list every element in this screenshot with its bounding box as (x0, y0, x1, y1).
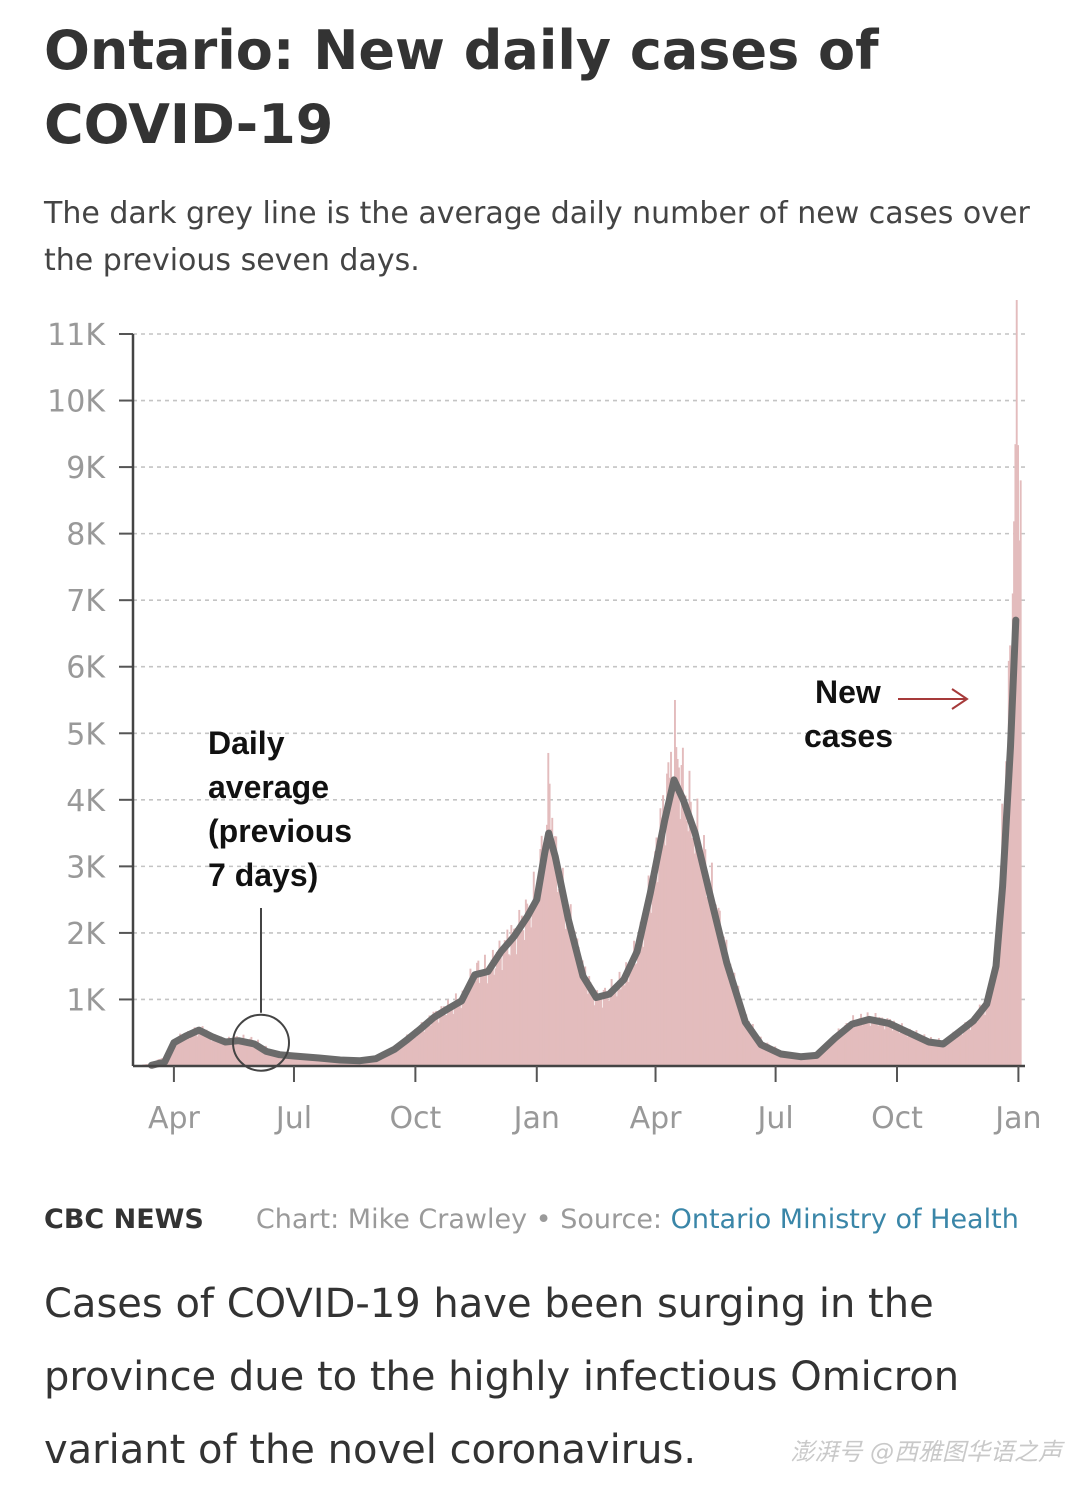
annotation-new-cases-text: New (815, 674, 881, 710)
annotation-daily-average-text: Daily (208, 725, 285, 761)
y-tick-label: 7K (66, 584, 106, 619)
source-link[interactable]: Ontario Ministry of Health (671, 1204, 1019, 1235)
cases-chart: 1K 2K 3K 4K 5K 6K 7K 8K 9K 10K 11K Apr Jul Oct Jan Apr J… (0, 300, 1080, 1160)
chart-subtitle: The dark grey line is the average daily … (44, 190, 1034, 284)
gridlines (133, 334, 1025, 999)
annotation-daily-average-text: 7 days) (208, 857, 318, 893)
y-tick-label: 6K (66, 651, 106, 686)
y-tick-label: 1K (66, 983, 106, 1018)
brand-label: CBC NEWS (44, 1204, 204, 1235)
annotation-daily-average-text: average (208, 769, 329, 805)
y-tick-label: 11K (47, 318, 106, 353)
new-case-bar (1020, 480, 1022, 1066)
y-tick-label: 9K (66, 451, 106, 486)
x-tick-label: Jan (512, 1101, 560, 1136)
y-tick-label: 8K (66, 518, 106, 553)
y-tick-label: 10K (47, 385, 106, 420)
credits-line: CBC NEWS Chart: Mike Crawley • Source: On… (44, 1204, 1044, 1235)
annotation-daily-average-text: (previous (208, 813, 352, 849)
y-tick-label: 3K (66, 850, 106, 885)
credit-text: Chart: Mike Crawley • Source: (256, 1204, 671, 1235)
y-tick-label: 2K (66, 917, 106, 952)
x-tick-label: Oct (871, 1101, 923, 1136)
y-tick-label: 4K (66, 784, 106, 819)
x-tick-label: Oct (389, 1101, 441, 1136)
y-tick-label: 5K (66, 717, 106, 752)
x-tick-label: Jul (274, 1101, 312, 1136)
watermark: 澎湃号 @西雅图华语之声 (790, 1432, 1062, 1467)
x-tick-label: Jul (756, 1101, 794, 1136)
x-tick-label: Apr (630, 1101, 683, 1136)
chart-title: Ontario: New daily cases of COVID-19 (44, 14, 1044, 162)
annotation-new-cases-text: cases (804, 718, 893, 754)
x-tick-label: Apr (148, 1101, 201, 1136)
x-tick-label: Jan (993, 1101, 1041, 1136)
